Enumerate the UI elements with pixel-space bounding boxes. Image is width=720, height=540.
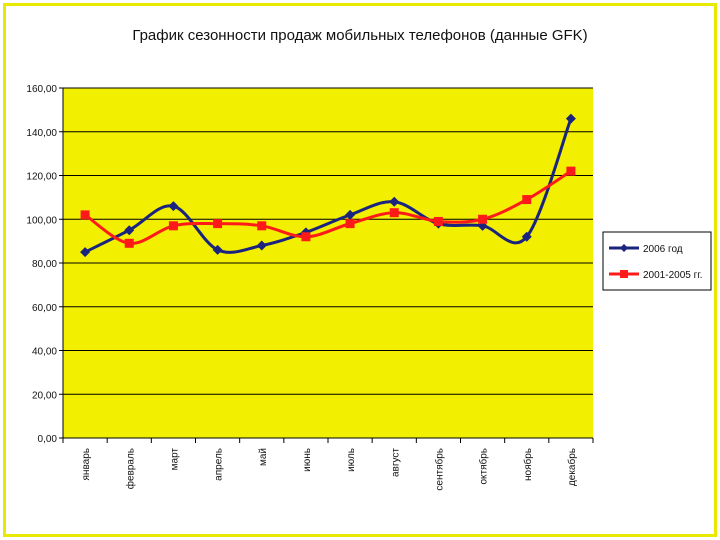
data-point bbox=[478, 214, 488, 224]
x-tick-label: февраль bbox=[124, 448, 136, 489]
x-tick-label: май bbox=[258, 448, 269, 466]
chart-title: График сезонности продаж мобильных телеф… bbox=[132, 27, 587, 44]
y-tick-label: 160,00 bbox=[26, 84, 57, 95]
data-point bbox=[168, 221, 178, 231]
data-point bbox=[345, 219, 355, 229]
x-tick-label: январь bbox=[81, 448, 92, 480]
y-tick-label: 140,00 bbox=[26, 128, 57, 139]
y-tick-label: 40,00 bbox=[32, 347, 57, 358]
data-point bbox=[168, 201, 179, 212]
data-point bbox=[213, 219, 223, 229]
series-2 bbox=[80, 166, 576, 248]
series-layer bbox=[80, 113, 576, 258]
data-point bbox=[433, 216, 443, 226]
data-point bbox=[80, 210, 90, 220]
legend-label: 2006 год bbox=[643, 244, 683, 255]
x-tick-label: март bbox=[169, 448, 180, 471]
gridlines bbox=[63, 87, 593, 395]
legend-marker bbox=[620, 270, 628, 278]
data-point bbox=[389, 208, 399, 218]
x-tick-label: декабрь bbox=[566, 448, 578, 486]
legend-item: 2006 год bbox=[609, 244, 683, 255]
y-tick-label: 0,00 bbox=[38, 434, 58, 445]
data-point bbox=[80, 247, 91, 258]
x-tick-label: сентябрь bbox=[433, 448, 445, 491]
data-point bbox=[256, 240, 267, 251]
legend: 2006 год 2001-2005 гг. bbox=[602, 231, 712, 291]
data-point bbox=[566, 166, 576, 176]
legend-label: 2001-2005 гг. bbox=[643, 270, 702, 281]
data-point bbox=[389, 196, 400, 207]
x-tick-label: ноябрь bbox=[522, 448, 534, 481]
x-tick-label: апрель bbox=[214, 448, 225, 481]
y-tick-label: 60,00 bbox=[32, 303, 57, 314]
data-point bbox=[212, 244, 223, 255]
data-point bbox=[522, 195, 532, 205]
data-point bbox=[301, 232, 311, 242]
legend-item: 2001-2005 гг. bbox=[609, 270, 702, 281]
x-tick-label: октябрь bbox=[478, 448, 490, 485]
x-tick-label: июнь bbox=[302, 448, 313, 472]
slide-border bbox=[3, 3, 717, 537]
x-axis: январь февраль март апрель май июнь июль август… bbox=[62, 438, 594, 491]
legend-box bbox=[602, 231, 712, 291]
data-point bbox=[521, 231, 532, 242]
data-point bbox=[257, 221, 267, 231]
y-tick-label: 80,00 bbox=[32, 259, 57, 270]
data-point bbox=[124, 225, 135, 236]
x-tick-label: август bbox=[390, 448, 401, 477]
y-tick-label: 120,00 bbox=[26, 172, 57, 183]
x-tick-label: июль bbox=[346, 448, 357, 472]
data-point bbox=[565, 113, 576, 124]
data-point bbox=[345, 209, 356, 220]
data-point bbox=[124, 238, 134, 248]
y-tick-label: 20,00 bbox=[32, 390, 57, 401]
legend-marker bbox=[620, 244, 628, 252]
y-tick-label: 100,00 bbox=[26, 215, 57, 226]
